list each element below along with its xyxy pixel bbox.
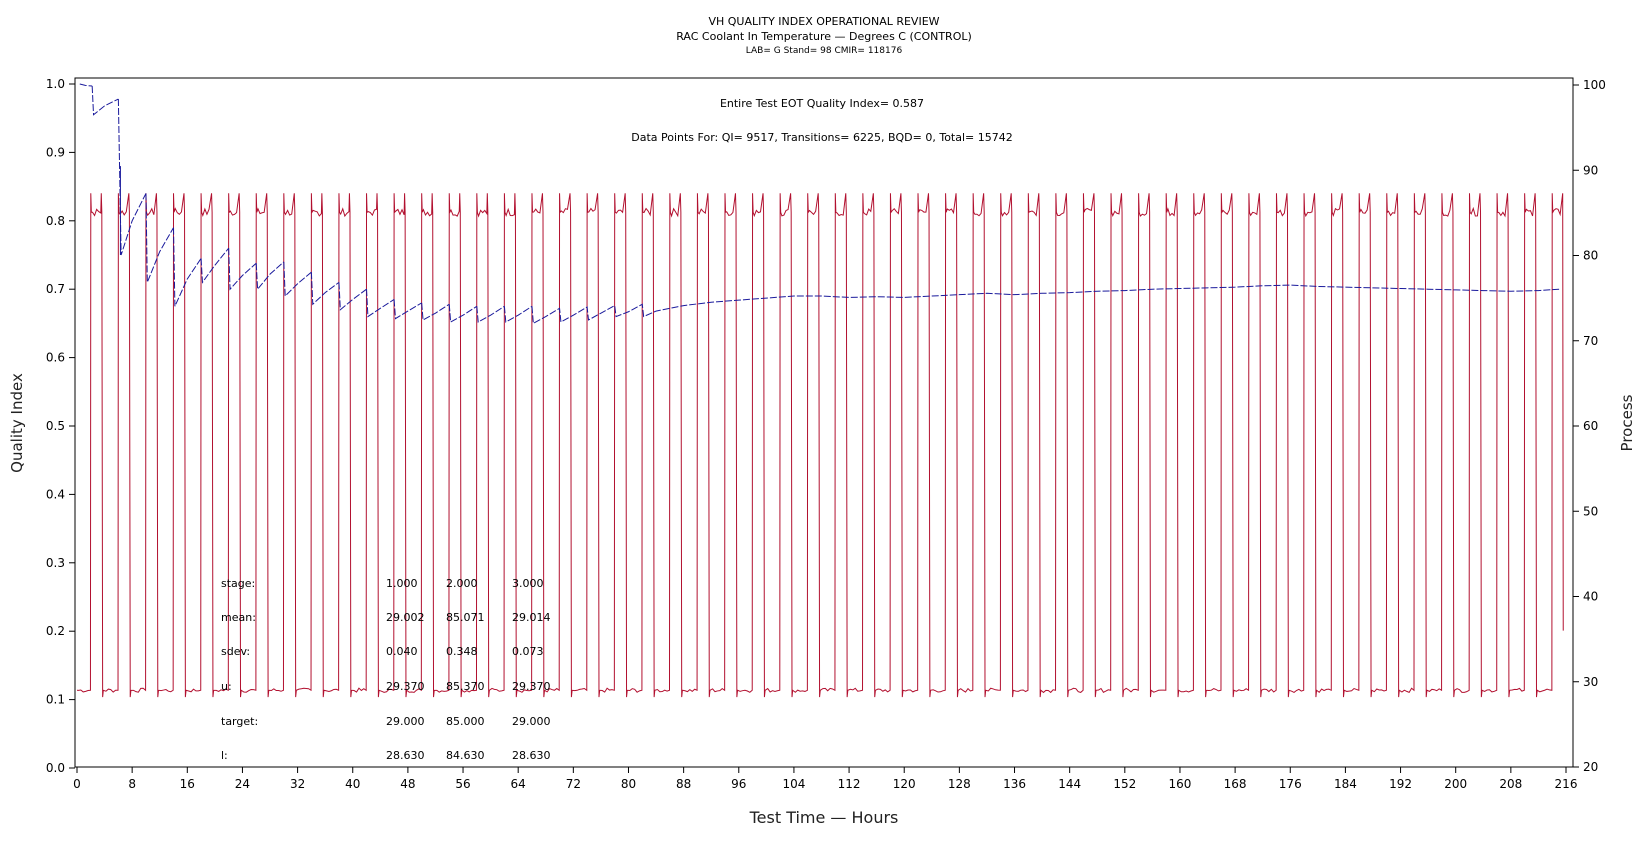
y-left-tick-label: 0.0 bbox=[46, 761, 65, 775]
stats-cell: 29.000 bbox=[512, 715, 551, 728]
series-quality-index-line bbox=[79, 83, 1560, 325]
stats-cell: 3.000 bbox=[512, 577, 544, 590]
x-tick-label: 56 bbox=[455, 777, 470, 791]
y-left-tick-label: 0.7 bbox=[46, 282, 65, 296]
stats-cell: 85.071 bbox=[446, 611, 485, 624]
x-tick-label: 112 bbox=[838, 777, 861, 791]
eot-quality-annotation: Entire Test EOT Quality Index= 0.587 bbox=[720, 97, 924, 110]
x-tick-label: 32 bbox=[290, 777, 305, 791]
chart-title: VH QUALITY INDEX OPERATIONAL REVIEW bbox=[708, 15, 939, 28]
x-tick-label: 8 bbox=[128, 777, 136, 791]
x-tick-label: 168 bbox=[1224, 777, 1247, 791]
x-tick-label: 152 bbox=[1113, 777, 1136, 791]
x-tick-label: 208 bbox=[1499, 777, 1522, 791]
y-right-tick-label: 30 bbox=[1583, 675, 1598, 689]
x-tick-label: 104 bbox=[782, 777, 805, 791]
y-right-tick-label: 70 bbox=[1583, 334, 1598, 348]
stats-row-label: l: bbox=[221, 749, 228, 762]
x-tick-label: 136 bbox=[1003, 777, 1026, 791]
x-tick-label: 40 bbox=[345, 777, 360, 791]
x-tick-label: 128 bbox=[948, 777, 971, 791]
stats-cell: 29.370 bbox=[386, 680, 425, 693]
y-axis-left-title: Quality Index bbox=[8, 373, 26, 473]
axes-layer: 0 8 16 24 32 40 48 56 64 72 80 88 96 104 112 120 128 136 1… bbox=[46, 77, 1606, 791]
x-tick-label: 160 bbox=[1169, 777, 1192, 791]
stats-cell: 1.000 bbox=[386, 577, 418, 590]
series-process-line bbox=[76, 193, 1564, 698]
stats-cell: 28.630 bbox=[512, 749, 551, 762]
stats-cell: 29.370 bbox=[512, 680, 551, 693]
plot-frame bbox=[74, 77, 1574, 768]
chart-subtitle-lab: LAB= G Stand= 98 CMIR= 118176 bbox=[746, 46, 903, 56]
data-points-annotation: Data Points For: QI= 9517, Transitions= … bbox=[631, 131, 1013, 144]
y-left-tick-label: 0.6 bbox=[46, 351, 65, 365]
x-tick-label: 48 bbox=[400, 777, 415, 791]
stats-cell: 29.014 bbox=[512, 611, 551, 624]
stats-table: stage: 1.000 2.000 3.000 mean: 29.002 85.071 29… bbox=[221, 577, 551, 762]
y-right-tick-label: 50 bbox=[1583, 504, 1598, 518]
y-left-tick-label: 0.5 bbox=[46, 419, 65, 433]
x-tick-label: 144 bbox=[1058, 777, 1081, 791]
chart-subtitle: RAC Coolant In Temperature — Degrees C (… bbox=[676, 30, 972, 43]
y-right-tick-label: 100 bbox=[1583, 78, 1606, 92]
stats-cell: 84.630 bbox=[446, 749, 485, 762]
stats-cell: 0.040 bbox=[386, 645, 418, 658]
x-tick-label: 192 bbox=[1389, 777, 1412, 791]
y-right-tick-label: 80 bbox=[1583, 249, 1598, 263]
stats-row-label: u: bbox=[221, 680, 232, 693]
y-left-tick-label: 0.8 bbox=[46, 214, 65, 228]
x-axis-title: Test Time — Hours bbox=[749, 808, 899, 827]
x-tick-label: 176 bbox=[1279, 777, 1302, 791]
x-tick-label: 24 bbox=[235, 777, 250, 791]
y-axis-right-title: Process bbox=[1618, 394, 1636, 451]
y-left-tick-label: 0.3 bbox=[46, 556, 65, 570]
series-layer bbox=[76, 83, 1564, 698]
stats-row-label: mean: bbox=[221, 611, 256, 624]
x-tick-label: 72 bbox=[566, 777, 581, 791]
y-left-tick-label: 0.1 bbox=[46, 693, 65, 707]
x-tick-label: 64 bbox=[511, 777, 526, 791]
y-left-tick-label: 0.2 bbox=[46, 624, 65, 638]
x-tick-label: 16 bbox=[180, 777, 195, 791]
stats-row-label: sdev: bbox=[221, 645, 250, 658]
x-tick-label: 216 bbox=[1555, 777, 1578, 791]
x-tick-label: 200 bbox=[1444, 777, 1467, 791]
stats-cell: 85.000 bbox=[446, 715, 485, 728]
stats-cell: 85.370 bbox=[446, 680, 485, 693]
stats-row-label: stage: bbox=[221, 577, 255, 590]
y-left-tick-label: 0.4 bbox=[46, 487, 65, 501]
stats-cell: 29.002 bbox=[386, 611, 425, 624]
stats-cell: 29.000 bbox=[386, 715, 425, 728]
y-right-tick-label: 60 bbox=[1583, 419, 1598, 433]
y-right-tick-label: 40 bbox=[1583, 590, 1598, 604]
y-left-tick-label: 1.0 bbox=[46, 77, 65, 91]
stats-cell: 0.073 bbox=[512, 645, 544, 658]
x-tick-label: 120 bbox=[893, 777, 916, 791]
x-tick-label: 0 bbox=[73, 777, 81, 791]
x-tick-label: 184 bbox=[1334, 777, 1357, 791]
stats-row-label: target: bbox=[221, 715, 258, 728]
y-right-tick-label: 20 bbox=[1583, 760, 1598, 774]
x-tick-label: 80 bbox=[621, 777, 636, 791]
x-tick-label: 96 bbox=[731, 777, 746, 791]
stats-cell: 0.348 bbox=[446, 645, 478, 658]
y-right-tick-label: 90 bbox=[1583, 163, 1598, 177]
x-tick-label: 88 bbox=[676, 777, 691, 791]
stats-cell: 28.630 bbox=[386, 749, 425, 762]
stats-cell: 2.000 bbox=[446, 577, 478, 590]
y-left-tick-label: 0.9 bbox=[46, 145, 65, 159]
